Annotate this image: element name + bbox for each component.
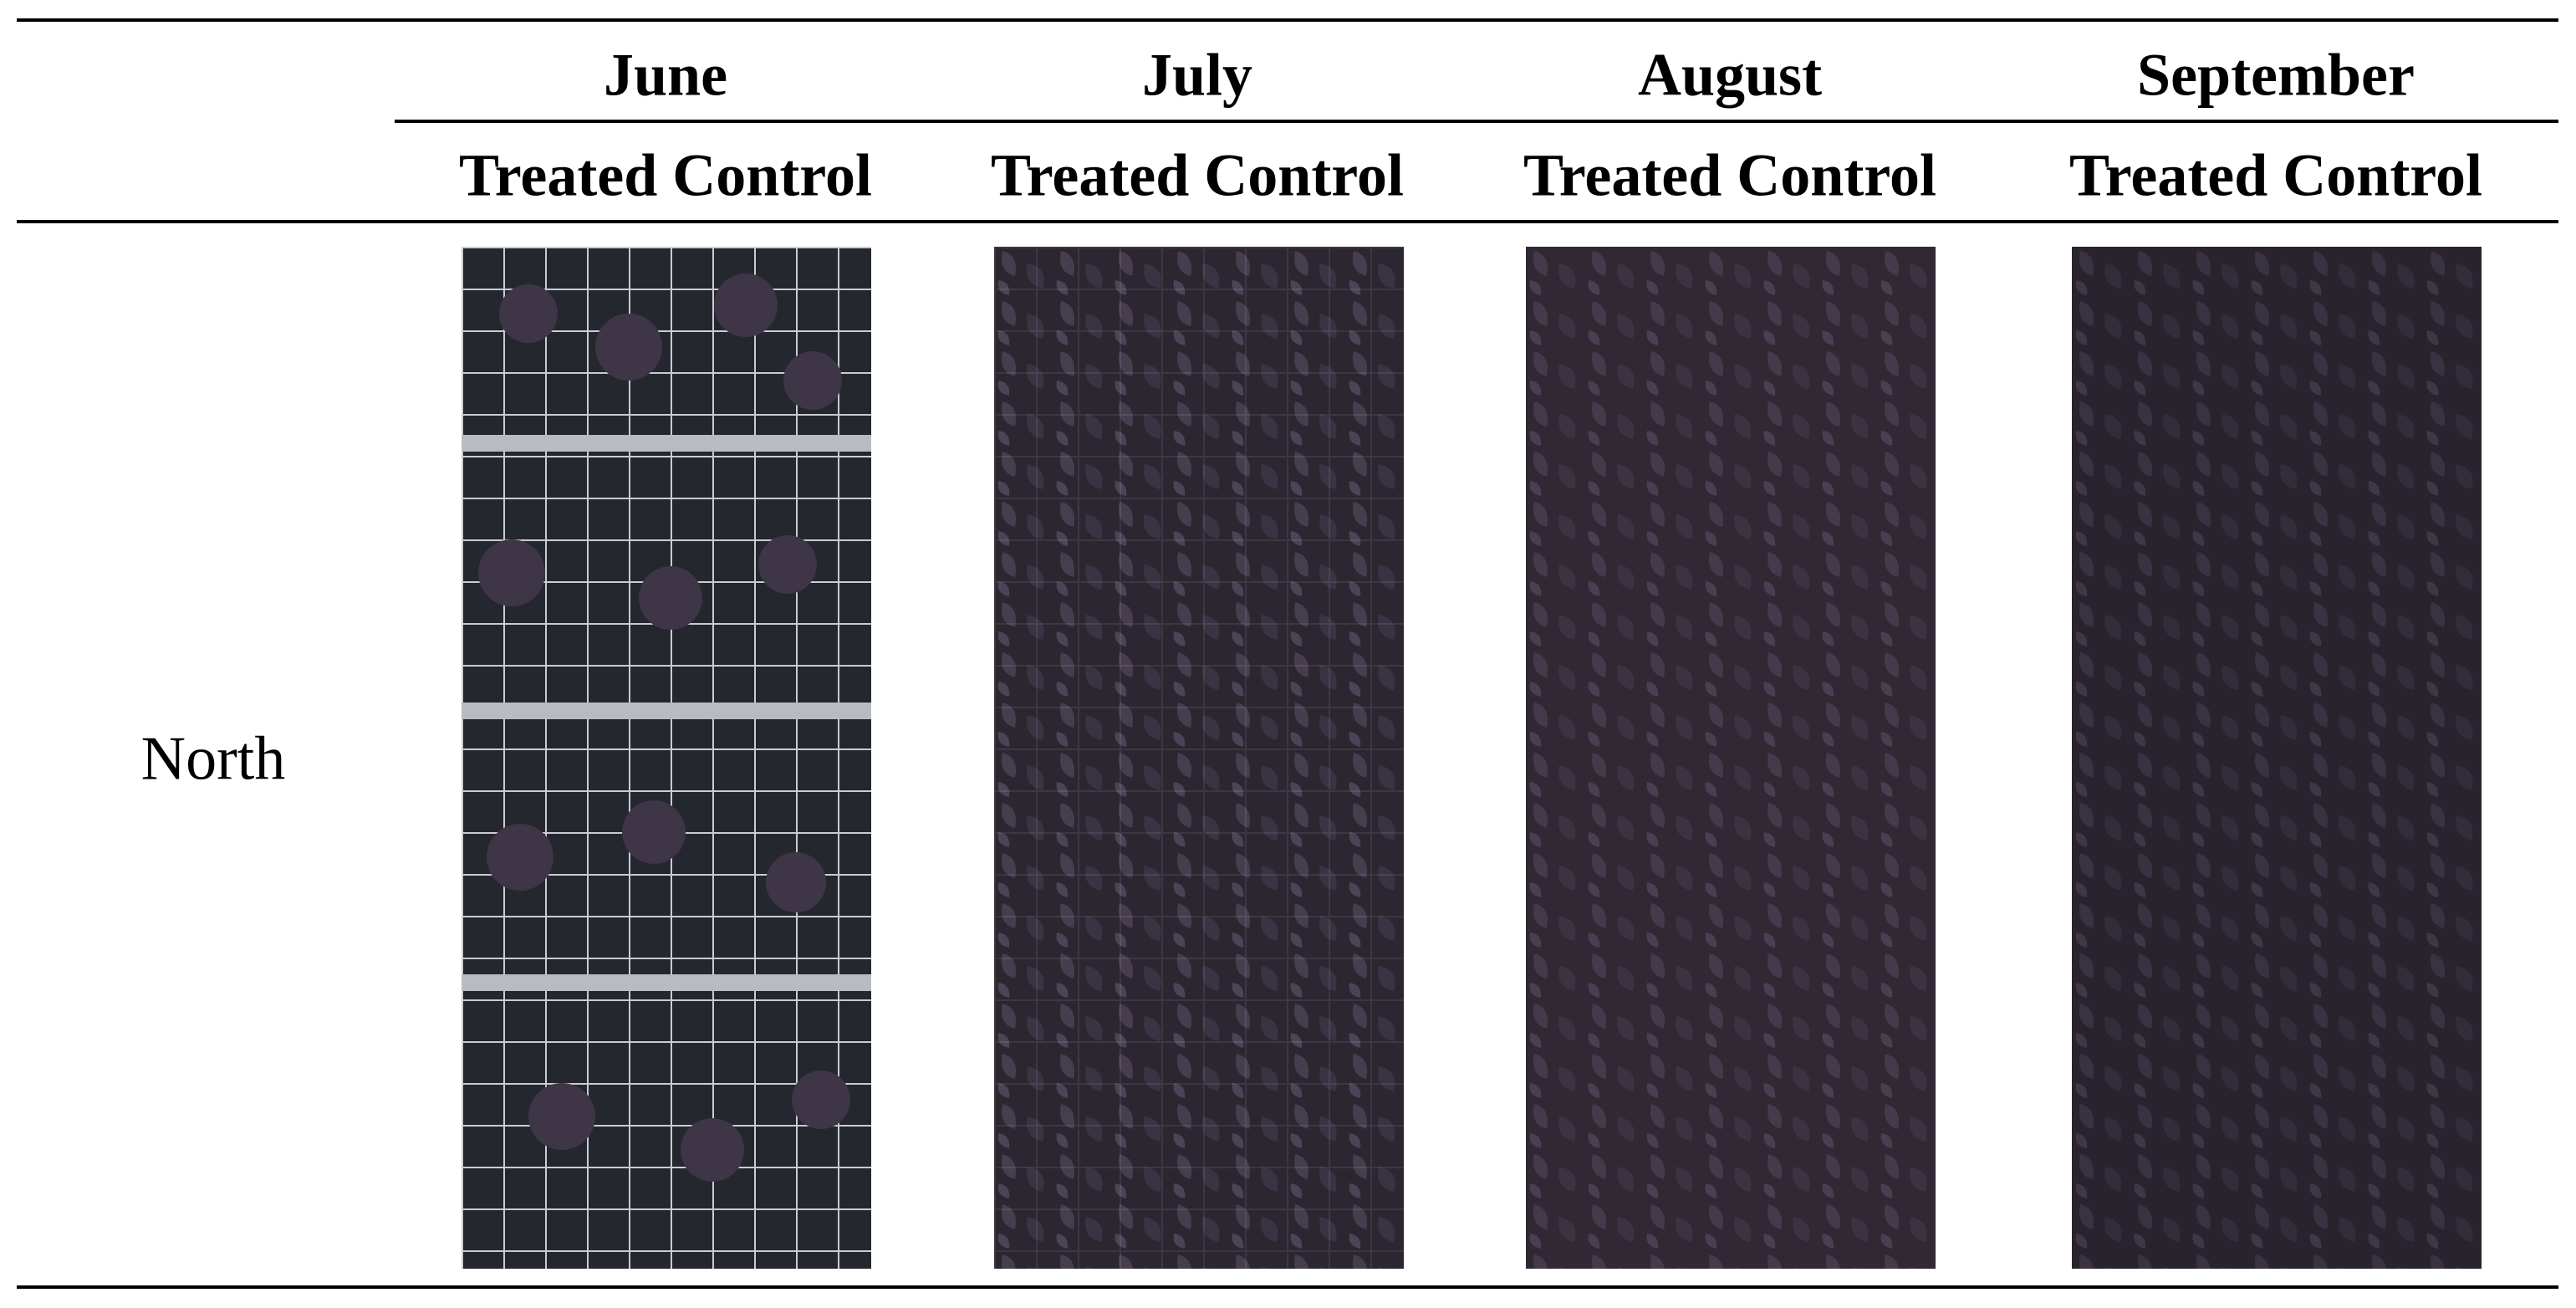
column-header: August [1637,41,1823,109]
subheader: Treated Control [2069,141,2482,209]
photo-august [1526,247,1936,1269]
subheader: Treated Control [1523,141,1936,209]
subheader-rule [17,220,2558,223]
subheader: Treated Control [459,141,872,209]
subheader: Treated Control [991,141,1404,209]
column-header: September [2137,41,2415,109]
top-rule [17,18,2558,22]
column-header: July [1141,41,1253,109]
bottom-rule [17,1285,2558,1289]
column-header: June [603,41,728,109]
photo-september [2072,247,2482,1269]
header-rule [395,120,2558,123]
photo-june [462,247,871,1269]
photo-july [994,247,1404,1269]
row-label: North [140,724,286,794]
